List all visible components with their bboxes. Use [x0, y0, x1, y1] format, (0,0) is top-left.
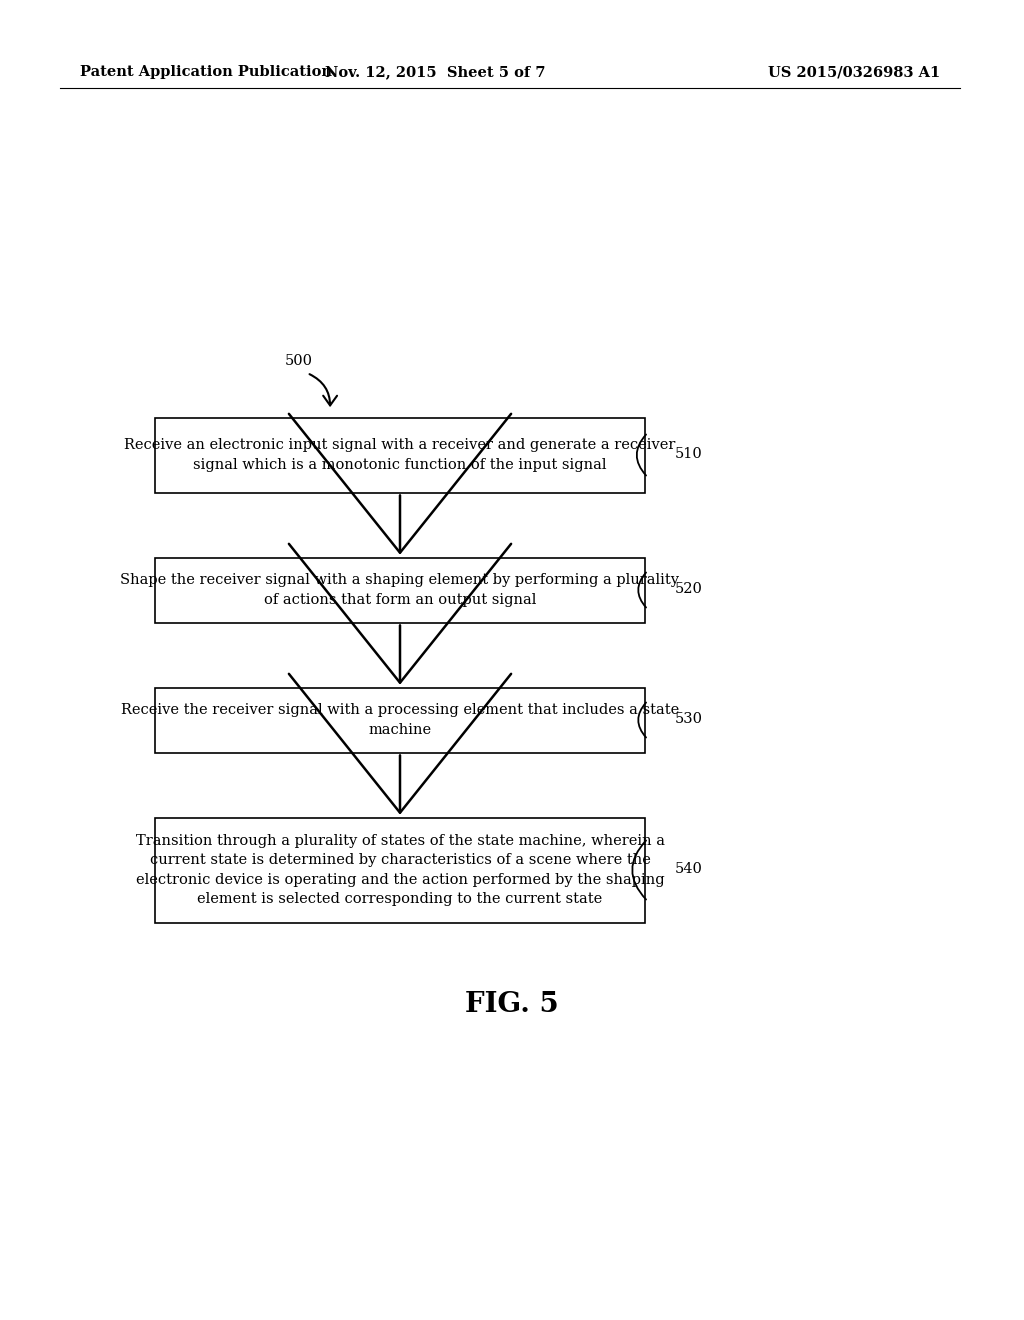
Bar: [155, 817, 645, 923]
Text: 540: 540: [675, 862, 702, 876]
FancyArrowPatch shape: [637, 434, 646, 475]
FancyArrowPatch shape: [638, 702, 646, 738]
Text: US 2015/0326983 A1: US 2015/0326983 A1: [768, 65, 940, 79]
Text: FIG. 5: FIG. 5: [465, 991, 559, 1019]
FancyArrowPatch shape: [632, 841, 646, 899]
Text: 530: 530: [675, 711, 703, 726]
Bar: [155, 557, 645, 623]
Text: Receive an electronic input signal with a receiver and generate a receiver
signa: Receive an electronic input signal with …: [124, 438, 676, 471]
Text: 520: 520: [675, 582, 702, 597]
Text: Patent Application Publication: Patent Application Publication: [80, 65, 332, 79]
Text: 500: 500: [285, 354, 313, 368]
Bar: [155, 688, 645, 752]
Bar: [155, 417, 645, 492]
FancyArrowPatch shape: [309, 374, 337, 405]
Text: Transition through a plurality of states of the state machine, wherein a
current: Transition through a plurality of states…: [135, 834, 665, 907]
FancyArrowPatch shape: [638, 573, 646, 607]
Text: Nov. 12, 2015  Sheet 5 of 7: Nov. 12, 2015 Sheet 5 of 7: [325, 65, 545, 79]
Text: Shape the receiver signal with a shaping element by performing a plurality
of ac: Shape the receiver signal with a shaping…: [121, 573, 680, 607]
Text: Receive the receiver signal with a processing element that includes a state
mach: Receive the receiver signal with a proce…: [121, 704, 679, 737]
Text: 510: 510: [675, 447, 702, 461]
